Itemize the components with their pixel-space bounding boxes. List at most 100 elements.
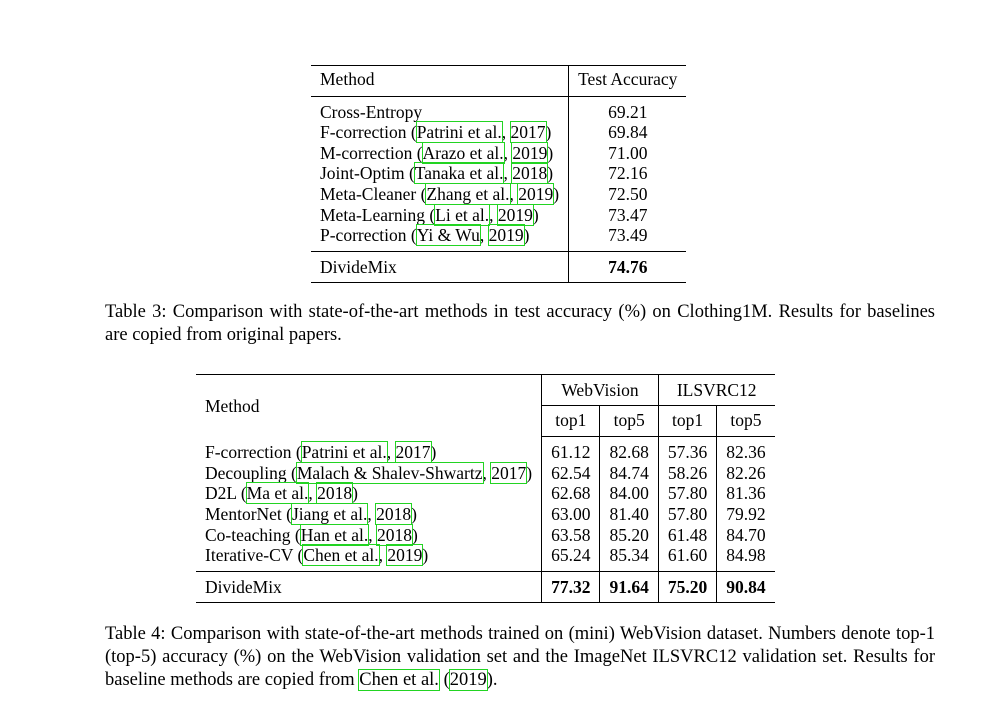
citation-link[interactable]: Patrini et al. bbox=[300, 440, 388, 463]
accuracy-cell: 91.64 bbox=[599, 570, 659, 603]
citation-year-link[interactable]: 2019 bbox=[448, 669, 488, 691]
method-cell: MentorNet (Jiang et al., 2018) bbox=[205, 502, 417, 525]
citation-year-link[interactable]: 2017 bbox=[394, 440, 432, 463]
method-name: MentorNet bbox=[205, 503, 282, 524]
method-cell: M-correction (Arazo et al., 2019) bbox=[320, 141, 554, 164]
method-name: Iterative-CV bbox=[205, 545, 294, 566]
citation-link[interactable]: Chen et al. bbox=[358, 669, 440, 691]
table4-subheader: top5 bbox=[599, 405, 659, 438]
citation-year-link[interactable]: 2018 bbox=[511, 162, 549, 185]
table-row: Decoupling (Malach & Shalev-Shwartz, 201… bbox=[196, 461, 775, 484]
accuracy-cell: 58.26 bbox=[657, 462, 717, 484]
citation-year-link[interactable]: 2018 bbox=[376, 523, 414, 546]
accuracy-cell: 85.20 bbox=[599, 524, 659, 546]
accuracy-cell: 63.00 bbox=[541, 503, 600, 525]
table-row-dividemix: DivideMix 77.32 91.64 75.20 90.84 bbox=[196, 570, 775, 603]
accuracy-cell: 84.74 bbox=[599, 462, 659, 484]
citation-year-link[interactable]: 2019 bbox=[511, 141, 549, 164]
table4-header-method: Method bbox=[205, 396, 260, 417]
method-name: D2L bbox=[205, 483, 237, 504]
method-cell: Meta-Learning (Li et al., 2019) bbox=[320, 203, 539, 226]
accuracy-cell: 82.36 bbox=[716, 436, 775, 463]
accuracy-cell: 65.24 bbox=[541, 545, 600, 572]
method-cell: Joint-Optim (Tanaka et al., 2018) bbox=[320, 162, 554, 185]
accuracy-cell: 75.20 bbox=[657, 570, 717, 603]
method-name: F-correction bbox=[205, 441, 292, 462]
citation-year-link[interactable]: 2017 bbox=[490, 461, 528, 484]
method-name: Meta-Cleaner bbox=[320, 183, 417, 204]
accuracy-cell: 57.36 bbox=[657, 436, 717, 463]
table-row: Meta-Learning (Li et al., 2019) 73.47 bbox=[311, 203, 687, 226]
accuracy-cell: 72.50 bbox=[568, 183, 687, 205]
accuracy-cell: 84.98 bbox=[716, 545, 775, 572]
citation-year-link[interactable]: 2017 bbox=[509, 121, 547, 144]
table-row: Joint-Optim (Tanaka et al., 2018) 72.16 bbox=[311, 162, 687, 185]
accuracy-cell: 77.32 bbox=[541, 570, 600, 603]
table4-header-webvision: WebVision bbox=[541, 374, 659, 406]
accuracy-cell: 84.00 bbox=[599, 483, 659, 504]
table4-caption: Table 4: Comparison with state-of-the-ar… bbox=[105, 624, 935, 691]
citation-link[interactable]: Yi & Wu bbox=[415, 224, 481, 247]
accuracy-cell: 90.84 bbox=[716, 570, 775, 603]
table4-header-ilsvrc12: ILSVRC12 bbox=[657, 374, 775, 406]
table4-caption-text: Table 4: Comparison with state-of-the-ar… bbox=[105, 624, 935, 690]
method-name: DivideMix bbox=[196, 570, 542, 603]
table-3: Method Test Accuracy Cross-Entropy 69.21 F… bbox=[311, 65, 687, 284]
method-name: M-correction bbox=[320, 142, 413, 163]
citation-link[interactable]: Jiang et al. bbox=[290, 502, 369, 525]
method-cell: Iterative-CV (Chen et al., 2019) bbox=[205, 544, 429, 567]
table-row: D2L (Ma et al., 2018) 62.68 84.00 57.80 81.3… bbox=[196, 482, 775, 505]
citation-link[interactable]: Malach & Shalev-Shwartz bbox=[295, 461, 484, 484]
table4-subheader: top1 bbox=[541, 405, 600, 438]
accuracy-cell: 69.84 bbox=[568, 122, 687, 143]
accuracy-cell: 63.58 bbox=[541, 524, 600, 546]
citation-year-link[interactable]: 2018 bbox=[316, 482, 354, 505]
citation-year-link[interactable]: 2018 bbox=[375, 502, 413, 525]
method-cell: F-correction (Patrini et al., 2017) bbox=[205, 440, 437, 463]
accuracy-cell: 74.76 bbox=[568, 250, 687, 283]
table-row: F-correction (Patrini et al., 2017) 69.84 bbox=[311, 121, 687, 144]
citation-link[interactable]: Zhang et al. bbox=[425, 182, 511, 205]
citation-link[interactable]: Han et al. bbox=[299, 523, 370, 546]
table3-header-method: Method bbox=[311, 65, 569, 97]
table-row: M-correction (Arazo et al., 2019) 71.00 bbox=[311, 141, 687, 164]
method-name: Cross-Entropy bbox=[320, 101, 423, 122]
citation-year-link[interactable]: 2019 bbox=[517, 182, 555, 205]
method-name: DivideMix bbox=[311, 250, 569, 283]
accuracy-cell: 57.80 bbox=[657, 483, 717, 504]
method-cell: Meta-Cleaner (Zhang et al., 2019) bbox=[320, 182, 560, 205]
accuracy-cell: 61.60 bbox=[657, 545, 717, 572]
table-row-dividemix: DivideMix 74.76 bbox=[311, 250, 687, 283]
citation-year-link[interactable]: 2019 bbox=[496, 203, 534, 226]
accuracy-cell: 73.47 bbox=[568, 204, 687, 226]
citation-link[interactable]: Arazo et al. bbox=[421, 141, 505, 164]
table-row: Co-teaching (Han et al., 2018) 63.58 85.20… bbox=[196, 523, 775, 546]
method-cell: Co-teaching (Han et al., 2018) bbox=[205, 523, 418, 546]
table-row: Cross-Entropy 69.21 bbox=[311, 96, 687, 123]
method-name: P-correction bbox=[320, 225, 407, 246]
citation-year-link[interactable]: 2019 bbox=[487, 224, 525, 247]
method-cell: P-correction (Yi & Wu, 2019) bbox=[320, 224, 530, 247]
method-name: Meta-Learning bbox=[320, 204, 425, 225]
citation-year-link[interactable]: 2019 bbox=[386, 544, 424, 567]
method-cell: F-correction (Patrini et al., 2017) bbox=[320, 121, 552, 144]
citation-link[interactable]: Patrini et al. bbox=[415, 121, 503, 144]
citation-link[interactable]: Tanaka et al. bbox=[413, 162, 505, 185]
accuracy-cell: 79.92 bbox=[716, 503, 775, 525]
table-row: F-correction (Patrini et al., 2017) 61.12… bbox=[196, 436, 775, 463]
accuracy-cell: 69.21 bbox=[568, 96, 687, 123]
citation-link[interactable]: Li et al. bbox=[434, 203, 491, 226]
table4-subheader: top5 bbox=[716, 405, 775, 438]
accuracy-cell: 73.49 bbox=[568, 225, 687, 252]
method-cell: Cross-Entropy bbox=[311, 96, 569, 122]
accuracy-cell: 84.70 bbox=[716, 524, 775, 546]
method-name: F-correction bbox=[320, 122, 407, 143]
table-4: Method WebVision ILSVRC12 top1 top5 top1… bbox=[196, 374, 775, 604]
method-cell: D2L (Ma et al., 2018) bbox=[205, 482, 358, 505]
citation-link[interactable]: Ma et al. bbox=[245, 482, 310, 505]
citation-link[interactable]: Chen et al. bbox=[302, 544, 380, 567]
table-row: MentorNet (Jiang et al., 2018) 63.00 81.40… bbox=[196, 502, 775, 525]
table-row: Meta-Cleaner (Zhang et al., 2019) 72.50 bbox=[311, 182, 687, 205]
accuracy-cell: 61.48 bbox=[657, 524, 717, 546]
method-cell: Decoupling (Malach & Shalev-Shwartz, 201… bbox=[205, 461, 533, 484]
